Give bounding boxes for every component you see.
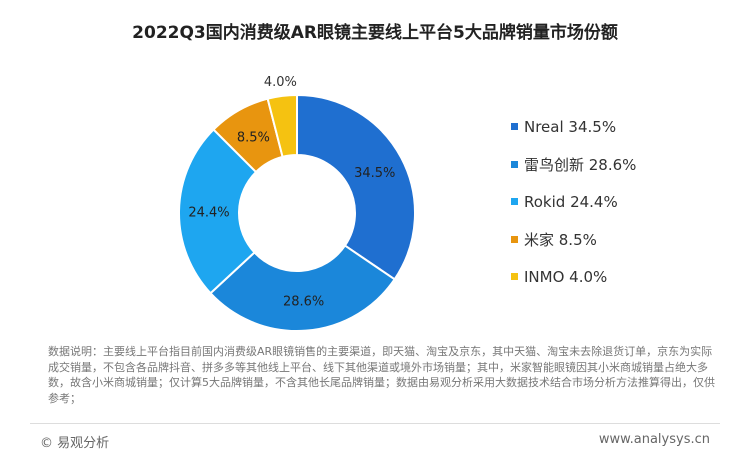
legend-item: Rokid 24.4% bbox=[511, 183, 636, 221]
chart-title: 2022Q3国内消费级AR眼镜主要线上平台5大品牌销量市场份额 bbox=[132, 23, 618, 43]
donut-slice-2 bbox=[178, 128, 258, 295]
legend-label: Nreal 34.5% bbox=[524, 117, 617, 136]
legend-item: Nreal 34.5% bbox=[511, 108, 636, 146]
footer-brand: © 易观分析 bbox=[40, 436, 110, 451]
legend-item: INMO 4.0% bbox=[511, 258, 636, 296]
legend-label: INMO 4.0% bbox=[524, 267, 608, 286]
donut-slice-0 bbox=[296, 93, 416, 281]
legend-swatch bbox=[511, 198, 518, 206]
legend-item: 米家 8.5% bbox=[511, 221, 636, 259]
data-label-4: 4.0% bbox=[264, 75, 297, 90]
legend-swatch bbox=[511, 273, 518, 281]
legend-label: Rokid 24.4% bbox=[524, 192, 618, 211]
legend-label: 雷鸟创新 28.6% bbox=[524, 155, 637, 174]
divider bbox=[30, 423, 720, 424]
legend-swatch bbox=[511, 235, 518, 243]
donut-slice-1 bbox=[209, 244, 396, 332]
data-label-3: 8.5% bbox=[237, 131, 270, 146]
legend-swatch bbox=[511, 123, 518, 131]
data-label-1: 28.6% bbox=[283, 295, 324, 310]
legend-label: 米家 8.5% bbox=[524, 230, 597, 249]
donut-slice-4 bbox=[266, 93, 298, 159]
footer-url: www.analysys.cn bbox=[598, 432, 710, 447]
legend-swatch bbox=[511, 160, 518, 168]
legend-item: 雷鸟创新 28.6% bbox=[511, 146, 636, 184]
data-label-2: 24.4% bbox=[188, 205, 229, 220]
legend: Nreal 34.5% 雷鸟创新 28.6% Rokid 24.4% 米家 8.5% I… bbox=[511, 108, 636, 296]
data-label-0: 34.5% bbox=[354, 166, 395, 181]
data-note: 数据说明：主要线上平台指目前国内消费级AR眼镜销售的主要渠道，即天猫、淘宝及京东… bbox=[48, 345, 715, 405]
